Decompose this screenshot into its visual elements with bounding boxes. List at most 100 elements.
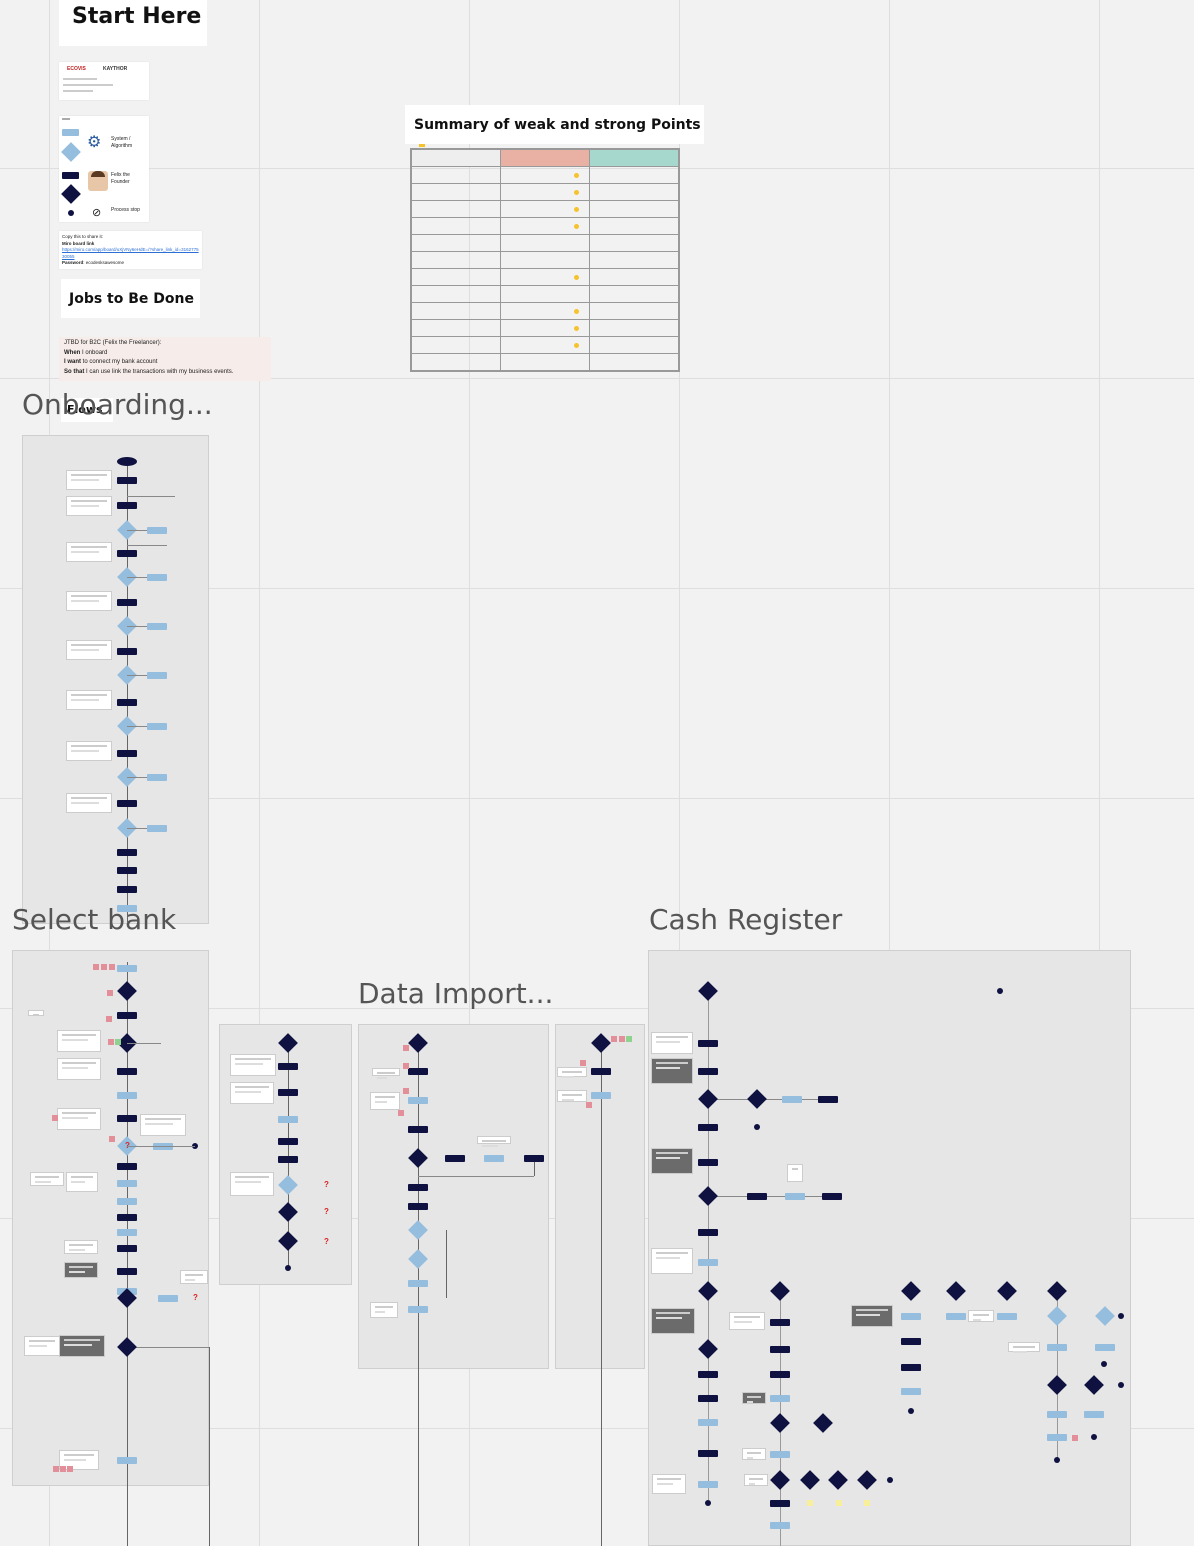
summary-cell-weak[interactable] [500,353,590,372]
summary-cell-strong[interactable] [589,148,680,167]
summary-cell-strong[interactable] [589,200,680,218]
screen-thumbnail [66,496,112,516]
summary-cell-topic[interactable] [410,183,501,201]
user-step-node [698,1040,718,1047]
pain-point-note [1072,1435,1078,1441]
system-step-node [770,1522,790,1529]
data-import-result-frame[interactable] [555,1024,645,1369]
screen-thumbnail [140,1114,186,1136]
summary-cell-strong[interactable] [589,336,680,354]
summary-cell-weak[interactable] [500,217,590,235]
user-step-node [408,1068,428,1075]
summary-cell-topic[interactable] [410,217,501,235]
system-step-node [278,1116,298,1123]
summary-cell-weak[interactable] [500,166,590,184]
user-step-node [117,1012,137,1019]
user-step-node [117,1214,137,1221]
summary-row [410,200,680,218]
open-question-mark: ? [324,1207,329,1216]
share-board-link[interactable]: https://miro.com/app/board/uXjVNy6eHdE=/… [62,247,199,259]
start-here-title-card[interactable]: Start Here [59,0,207,46]
summary-cell-topic[interactable] [410,268,501,286]
summary-cell-topic[interactable] [410,148,501,167]
summary-cell-strong[interactable] [589,268,680,286]
user-step-node [117,699,137,706]
summary-cell-strong[interactable] [589,319,680,337]
summary-cell-strong[interactable] [589,217,680,235]
system-step-node [117,965,137,972]
summary-cell-topic[interactable] [410,319,501,337]
summary-cell-strong[interactable] [589,166,680,184]
sticky-note-marker [574,224,579,229]
system-step-node [591,1092,611,1099]
summary-cell-topic[interactable] [410,200,501,218]
legend-card[interactable]: ⚙ System / Algorithm Felix the Founder ⊘… [59,116,149,222]
flows-title: Flows [67,403,103,416]
summary-cell-weak[interactable] [500,268,590,286]
cash-register-frame[interactable] [648,950,1131,1546]
system-step-node [1047,1344,1067,1351]
screen-thumbnail [651,1032,693,1054]
summary-cell-strong[interactable] [589,302,680,320]
summary-cell-topic[interactable] [410,336,501,354]
flow-connector [127,1146,195,1147]
data-import-result-flow-line [601,1040,602,1546]
summary-cell-topic[interactable] [410,302,501,320]
summary-cell-weak[interactable] [500,336,590,354]
legend-system-label: System / Algorithm [111,136,133,149]
system-step-node [901,1388,921,1395]
open-question-mark: ? [193,1293,198,1302]
summary-cell-topic[interactable] [410,166,501,184]
sticky-note-marker [574,326,579,331]
pain-point-note [403,1063,409,1069]
system-step-node [785,1193,805,1200]
summary-cell-strong[interactable] [589,251,680,269]
pain-point-note [403,1088,409,1094]
process-end-node [1054,1457,1060,1463]
select-bank-frame[interactable] [12,950,209,1486]
summary-cell-topic[interactable] [410,285,501,303]
screen-thumbnail [557,1067,587,1078]
pain-point-note [67,1466,73,1472]
logo-card[interactable]: ECOVIS KAYTHOR [59,62,149,100]
summary-cell-weak[interactable] [500,148,590,167]
summary-title-card[interactable]: Summary of weak and strong Points [405,105,704,144]
select-bank-flow-line [127,962,128,1546]
summary-row [410,166,680,184]
open-question-mark: ? [324,1237,329,1246]
summary-table[interactable] [410,148,680,372]
summary-cell-weak[interactable] [500,302,590,320]
user-step-node [698,1395,718,1402]
summary-cell-weak[interactable] [500,200,590,218]
user-step-node [117,750,137,757]
summary-cell-topic[interactable] [410,234,501,252]
summary-cell-weak[interactable] [500,183,590,201]
summary-cell-weak[interactable] [500,234,590,252]
user-step-node [278,1156,298,1163]
process-end-node [192,1143,198,1149]
system-step-node [117,1092,137,1099]
summary-row [410,148,680,167]
screen-thumbnail [477,1136,511,1147]
summary-cell-strong[interactable] [589,183,680,201]
flow-connector [127,828,147,829]
onboarding-frame[interactable] [22,435,209,924]
share-card[interactable]: Copy this to share it: Miro board link h… [59,231,202,269]
system-step-node [997,1313,1017,1320]
flows-title-card[interactable]: Flows [61,398,113,422]
summary-cell-topic[interactable] [410,251,501,269]
user-step-node [278,1138,298,1145]
legend-system-diamond [61,142,81,162]
summary-cell-weak[interactable] [500,319,590,337]
summary-cell-weak[interactable] [500,251,590,269]
flow-connector [127,577,147,578]
user-step-node [117,886,137,893]
summary-cell-strong[interactable] [589,353,680,372]
summary-cell-strong[interactable] [589,285,680,303]
summary-cell-weak[interactable] [500,285,590,303]
jobs-title-card[interactable]: Jobs to Be Done [61,279,200,318]
summary-cell-strong[interactable] [589,234,680,252]
summary-cell-topic[interactable] [410,353,501,372]
system-step-node [1095,1344,1115,1351]
jtbd-sticky[interactable]: JTBD for B2C (Felix the Freelancer): Whe… [59,337,271,381]
